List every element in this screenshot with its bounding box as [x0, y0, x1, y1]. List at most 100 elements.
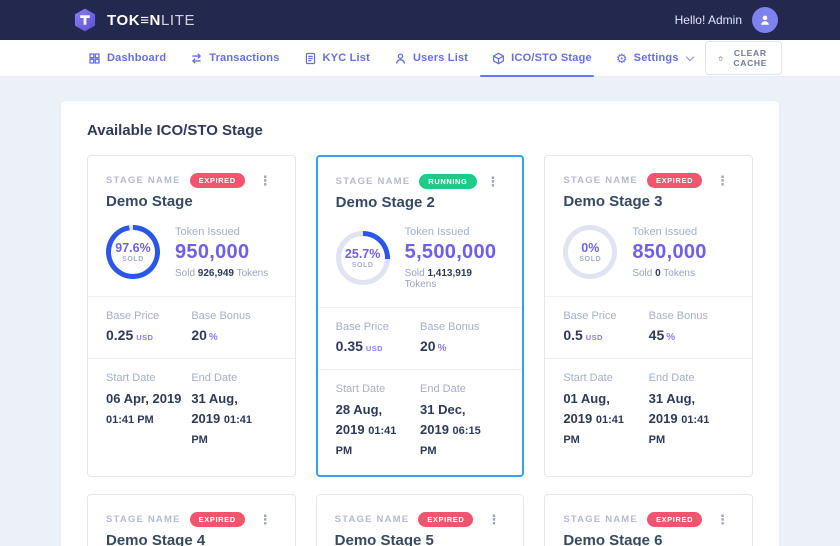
stage-card: STAGE NAME EXPIRED Demo Stage 6 ⋮ 0% SOL…	[544, 494, 753, 546]
date-section: Start Date 06 Apr, 2019 01:41 PM End Dat…	[88, 358, 295, 464]
nav-item-settings[interactable]: ⚙ Settings	[604, 40, 705, 76]
nav-label: Settings	[633, 52, 679, 64]
stage-name-label: STAGE NAME	[334, 514, 410, 526]
status-badge: EXPIRED	[418, 512, 474, 528]
kebab-menu-icon[interactable]: ⋮	[716, 173, 729, 188]
brand-name: TOK≡NLITE	[107, 11, 196, 29]
base-price-value: 0.25 USD	[106, 327, 154, 343]
stage-card: STAGE NAME EXPIRED Demo Stage ⋮ 97.6% SO…	[87, 155, 296, 478]
cube-icon	[493, 52, 505, 64]
kebab-menu-icon[interactable]: ⋮	[258, 173, 272, 188]
stage-title: Demo Stage 4	[106, 532, 206, 546]
clear-cache-button[interactable]: CLEAR CACHE	[704, 41, 783, 75]
stage-card: STAGE NAME EXPIRED Demo Stage 5 ⋮ 0% SOL…	[315, 494, 525, 546]
avatar[interactable]	[752, 7, 778, 33]
stage-name-label: STAGE NAME	[106, 514, 181, 526]
token-issued-label: Token Issued	[404, 226, 470, 238]
nav-label: Dashboard	[107, 52, 167, 64]
token-issued-label: Token Issued	[175, 225, 240, 238]
nav-item-dashboard[interactable]: Dashboard	[88, 40, 178, 76]
nav-item-users-list[interactable]: Users List	[382, 40, 480, 76]
card-header: STAGE NAME EXPIRED Demo Stage ⋮	[88, 156, 295, 210]
nav-bar: Dashboard Transactions KYC List Users Li…	[0, 40, 840, 77]
price-unit: USD	[136, 333, 154, 342]
brand[interactable]: TOK≡NLITE	[72, 7, 195, 33]
tokens-label: Tokens	[663, 267, 695, 279]
price-unit: USD	[585, 333, 603, 342]
page-title: Available ICO/STO Stage	[87, 122, 263, 139]
end-date-value: 31 Aug, 2019 01:41 PM	[191, 391, 253, 447]
end-date-label: End Date	[648, 372, 695, 384]
start-date-value: 06 Apr, 2019 01:41 PM	[106, 391, 182, 427]
end-date-value: 31 Aug, 2019 01:41 PM	[648, 391, 710, 447]
kebab-menu-icon[interactable]: ⋮	[487, 512, 501, 528]
base-price-label: Base Price	[106, 310, 160, 322]
stage-card: STAGE NAME RUNNING Demo Stage 2 ⋮ 25.7% …	[315, 155, 525, 478]
nav-label: ICO/STO Stage	[511, 52, 592, 64]
kebab-menu-icon[interactable]: ⋮	[716, 512, 729, 528]
transfer-icon	[192, 52, 202, 64]
user-area: Hello! Admin	[675, 7, 778, 33]
sold-caption: SOLD	[579, 256, 602, 263]
person-icon	[760, 15, 770, 25]
start-date-value: 01 Aug, 2019 01:41 PM	[563, 391, 625, 447]
chevron-down-icon	[685, 52, 694, 61]
token-issued-value: 850,000	[632, 240, 707, 263]
sold-label: Sold	[404, 268, 425, 279]
sold-tokens-value: 1,413,919	[427, 268, 472, 279]
tokenlite-logo-icon	[72, 7, 98, 33]
trash-icon	[718, 55, 723, 61]
top-bar: TOK≡NLITE Hello! Admin	[0, 0, 840, 40]
token-section: 0% SOLD Token Issued 850,000 Sold 0 Toke…	[545, 210, 752, 296]
base-bonus-label: Base Bonus	[191, 310, 251, 322]
base-price-label: Base Price	[563, 310, 617, 322]
base-bonus-value: 45%	[648, 327, 676, 343]
price-section: Base Price 0.35 USD Base Bonus 20%	[317, 307, 523, 369]
end-date-label: End Date	[420, 383, 466, 395]
sold-percent: 0%	[581, 241, 600, 255]
gear-icon: ⚙	[615, 50, 628, 66]
nav-item-kyc-list[interactable]: KYC List	[292, 40, 382, 76]
stage-name-label: STAGE NAME	[106, 175, 181, 186]
nav-label: KYC List	[322, 52, 370, 64]
sold-tokens-line: Sold 926,949 Tokens	[175, 268, 268, 279]
base-price-value: 0.35 USD	[335, 338, 383, 354]
sold-caption: SOLD	[351, 262, 374, 269]
status-badge: EXPIRED	[189, 173, 245, 188]
token-section: 97.6% SOLD Token Issued 950,000 Sold 926…	[88, 210, 295, 296]
price-section: Base Price 0.25 USD Base Bonus 20%	[88, 296, 295, 358]
document-icon	[305, 52, 315, 64]
nav-label: Transactions	[209, 52, 280, 64]
status-badge: EXPIRED	[646, 173, 703, 188]
base-price-label: Base Price	[335, 321, 389, 333]
card-header: STAGE NAME EXPIRED Demo Stage 4 ⋮	[88, 495, 295, 546]
stage-title: Demo Stage 2	[335, 194, 435, 211]
base-bonus-label: Base Bonus	[648, 310, 708, 322]
stage-title: Demo Stage 6	[563, 532, 663, 546]
bonus-unit: %	[437, 343, 447, 354]
tokens-label: Tokens	[404, 279, 437, 290]
kebab-menu-icon[interactable]: ⋮	[486, 174, 500, 189]
date-section: Start Date 01 Aug, 2019 01:41 PM End Dat…	[545, 358, 752, 464]
stage-name-label: STAGE NAME	[335, 176, 411, 187]
card-header: STAGE NAME EXPIRED Demo Stage 6 ⋮	[545, 495, 752, 546]
sold-caption: SOLD	[122, 256, 144, 263]
sold-tokens-value: 926,949	[197, 267, 234, 279]
base-bonus-label: Base Bonus	[420, 321, 480, 333]
status-badge: EXPIRED	[189, 512, 245, 528]
sold-tokens-line: Sold 0 Tokens	[632, 268, 706, 279]
token-issued-label: Token Issued	[632, 225, 698, 238]
clear-cache-label: CLEAR CACHE	[733, 48, 768, 68]
card-header: STAGE NAME RUNNING Demo Stage 2 ⋮	[318, 157, 523, 211]
base-price-value: 0.5 USD	[563, 327, 603, 343]
nav-item-ico-sto-stage[interactable]: ICO/STO Stage	[480, 40, 604, 77]
nav-item-transactions[interactable]: Transactions	[178, 40, 291, 76]
grid-icon	[89, 52, 100, 64]
end-date-value: 31 Dec, 2019 06:15 PM	[420, 402, 481, 458]
start-date-value: 28 Aug, 2019 01:41 PM	[335, 402, 397, 458]
start-date-label: Start Date	[106, 372, 156, 384]
user-icon	[395, 52, 406, 64]
kebab-menu-icon[interactable]: ⋮	[258, 512, 272, 528]
token-section: 25.7% SOLD Token Issued 5,500,000 Sold 1…	[318, 211, 523, 307]
stage-title: Demo Stage 5	[334, 532, 434, 546]
